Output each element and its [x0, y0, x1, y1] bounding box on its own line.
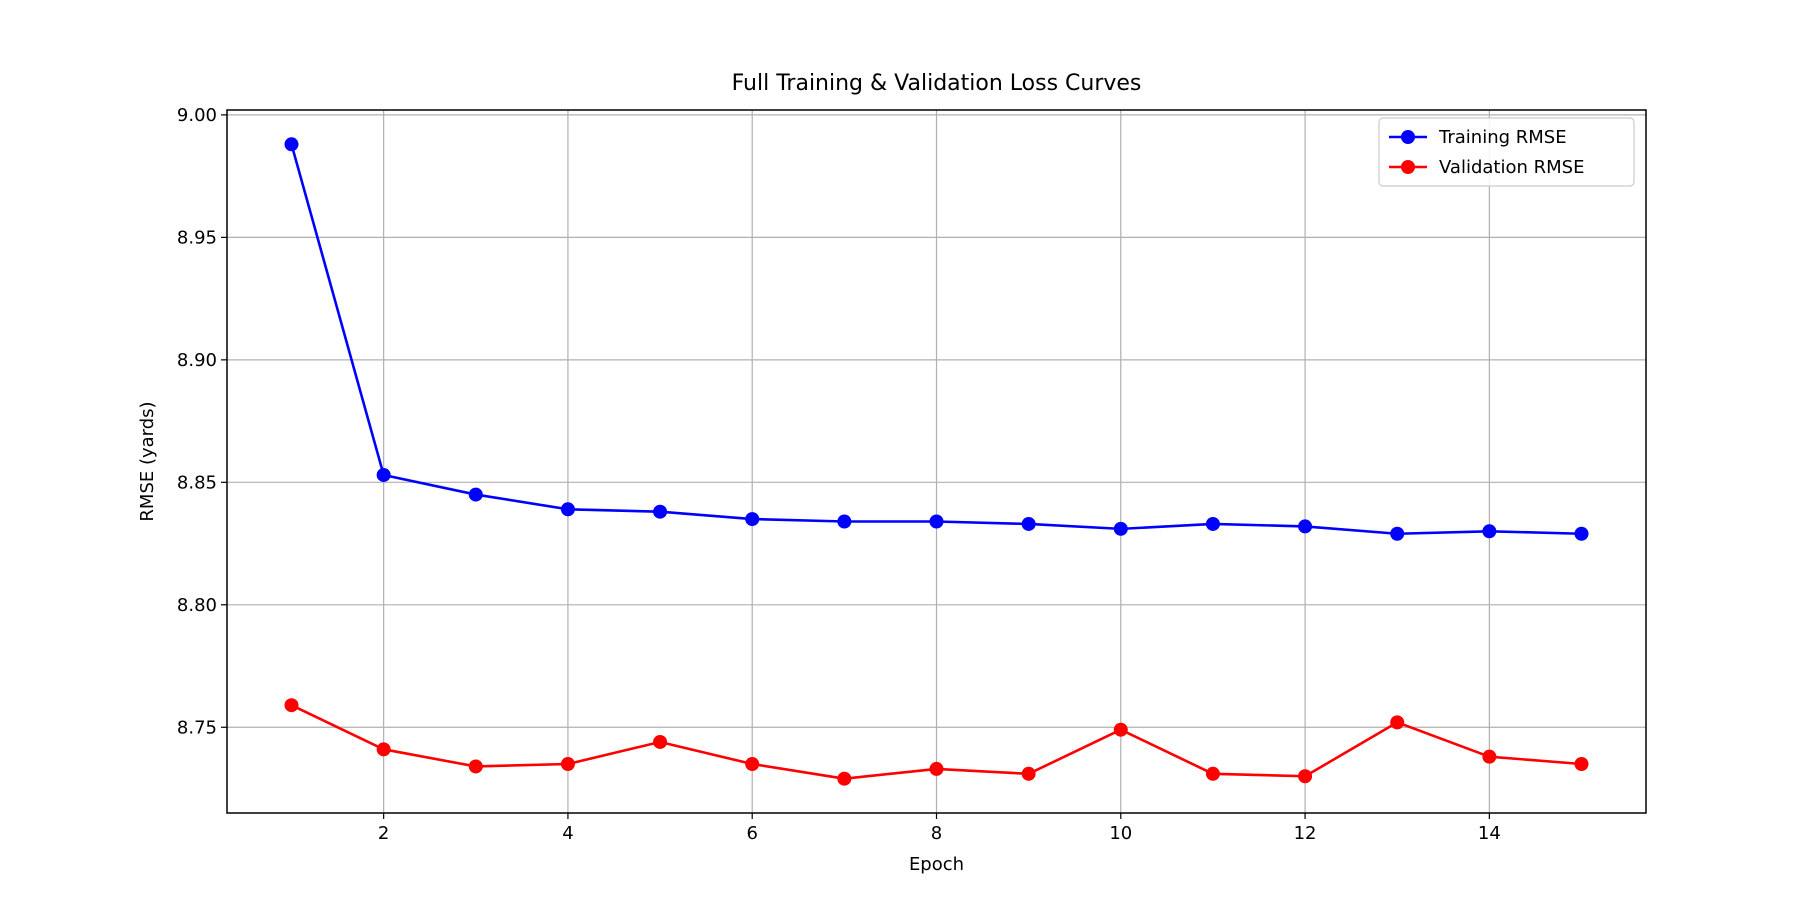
x-tick-label: 6	[746, 823, 757, 844]
tick-layer: 2 4 6 8 10 12 14 8.75 8.80 8.85 8.90 8.95 9.00	[177, 105, 1501, 844]
grid-layer	[227, 110, 1646, 813]
x-tick-label: 14	[1478, 823, 1501, 844]
legend: Training RMSE Validation RMSE	[1378, 117, 1635, 187]
legend-marker-1	[1401, 160, 1415, 174]
data-point-1	[837, 771, 852, 786]
data-point-0	[284, 137, 299, 152]
data-point-1	[560, 757, 575, 772]
chart-title: Full Training & Validation Loss Curves	[732, 71, 1142, 96]
y-tick-label: 8.75	[177, 717, 217, 738]
x-tick-label: 10	[1109, 823, 1132, 844]
data-point-1	[929, 761, 944, 776]
y-tick-label: 8.95	[177, 227, 217, 248]
x-axis-label: Epoch	[909, 854, 964, 875]
y-tick-label: 8.80	[177, 595, 217, 616]
legend-box	[1378, 117, 1635, 187]
data-point-1	[1574, 757, 1589, 772]
x-tick-label: 12	[1294, 823, 1317, 844]
data-point-0	[468, 487, 483, 502]
data-point-0	[1205, 516, 1220, 531]
data-point-1	[1021, 766, 1036, 781]
data-point-1	[1482, 749, 1497, 764]
data-point-0	[1298, 519, 1313, 534]
data-point-0	[1482, 524, 1497, 539]
data-point-0	[653, 504, 668, 519]
y-tick-label: 8.90	[177, 350, 217, 371]
data-point-1	[653, 734, 668, 749]
data-point-0	[376, 467, 391, 482]
data-point-1	[745, 757, 760, 772]
x-tick-label: 4	[562, 823, 573, 844]
x-tick-label: 2	[378, 823, 389, 844]
data-point-0	[929, 514, 944, 529]
legend-label: Training RMSE	[1438, 127, 1567, 148]
data-point-0	[837, 514, 852, 529]
y-axis-label: RMSE (yards)	[137, 401, 158, 521]
legend-label: Validation RMSE	[1439, 157, 1584, 178]
legend-marker-0	[1401, 130, 1415, 144]
data-point-1	[1390, 715, 1405, 730]
x-tick-label: 8	[931, 823, 942, 844]
data-point-1	[1298, 769, 1313, 784]
data-point-0	[1113, 521, 1128, 536]
series-layer	[284, 137, 1589, 786]
data-point-0	[560, 502, 575, 517]
data-point-0	[1021, 516, 1036, 531]
data-point-1	[284, 698, 299, 713]
data-point-0	[745, 512, 760, 527]
data-point-0	[1390, 526, 1405, 541]
y-tick-label: 8.85	[177, 472, 217, 493]
data-point-1	[1113, 722, 1128, 737]
data-point-0	[1574, 526, 1589, 541]
y-tick-label: 9.00	[177, 105, 217, 126]
data-point-1	[468, 759, 483, 774]
data-point-1	[376, 742, 391, 757]
data-point-1	[1205, 766, 1220, 781]
